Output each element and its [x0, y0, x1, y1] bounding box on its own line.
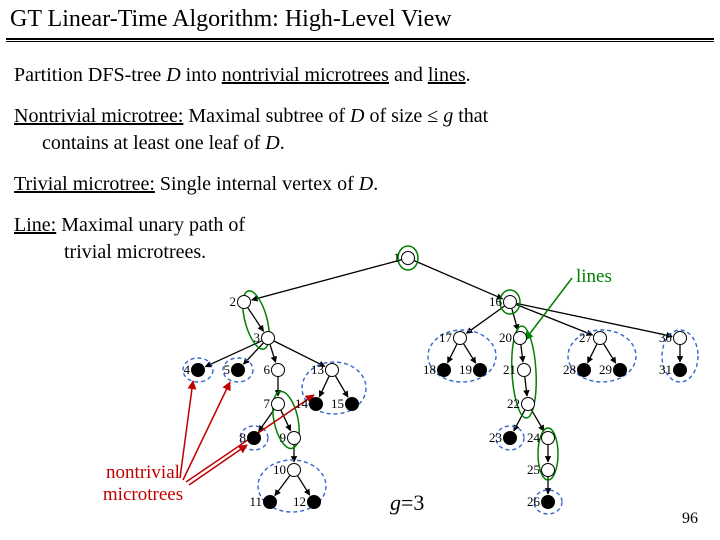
tree-node	[513, 331, 527, 345]
tree-node-label: 12	[293, 494, 306, 510]
tree-node	[263, 495, 277, 509]
tree-node-label: 7	[264, 396, 271, 412]
tree-node-label: 2	[230, 294, 237, 310]
tree-node	[517, 363, 531, 377]
lines-annotation: lines	[576, 266, 612, 288]
txt: microtrees	[103, 484, 183, 505]
tree-node	[541, 463, 555, 477]
tree-node	[503, 295, 517, 309]
tree-node-label: 8	[240, 430, 247, 446]
tree-node-label: 16	[489, 294, 502, 310]
tree-diagram: 1216345613714158910111217202730181921282…	[0, 0, 720, 540]
tree-node-label: 28	[563, 362, 576, 378]
nmt-annotation: nontrivial microtrees	[88, 462, 198, 506]
tree-node-label: 18	[423, 362, 436, 378]
g-annotation: g=3	[390, 490, 424, 516]
tree-node	[541, 431, 555, 445]
tree-node	[287, 431, 301, 445]
tree-node-label: 29	[599, 362, 612, 378]
tree-node	[473, 363, 487, 377]
tree-node	[345, 397, 359, 411]
tree-node-label: 1	[394, 250, 401, 266]
tree-node	[521, 397, 535, 411]
tree-node	[401, 251, 415, 265]
tree-node	[577, 363, 591, 377]
tree-node-label: 14	[295, 396, 308, 412]
var-g: g	[390, 490, 401, 515]
tree-node-label: 21	[503, 362, 516, 378]
tree-node-label: 13	[311, 362, 324, 378]
tree-node	[437, 363, 451, 377]
tree-node	[613, 363, 627, 377]
tree-node	[541, 495, 555, 509]
tree-node-label: 11	[249, 494, 262, 510]
tree-node	[271, 397, 285, 411]
tree-node	[231, 363, 245, 377]
tree-node-label: 30	[659, 330, 672, 346]
tree-node	[287, 463, 301, 477]
tree-node-label: 17	[439, 330, 452, 346]
tree-node	[593, 331, 607, 345]
tree-node-label: 22	[507, 396, 520, 412]
tree-node-label: 10	[273, 462, 286, 478]
tree-node-label: 4	[184, 362, 191, 378]
txt: nontrivial	[106, 462, 180, 483]
tree-node-label: 6	[264, 362, 271, 378]
tree-node-label: 3	[254, 330, 261, 346]
tree-node-label: 26	[527, 494, 540, 510]
tree-node	[673, 331, 687, 345]
tree-node-label: 31	[659, 362, 672, 378]
tree-node	[503, 431, 517, 445]
tree-node	[261, 331, 275, 345]
tree-node-label: 24	[527, 430, 540, 446]
page-number: 96	[682, 510, 698, 528]
tree-node-label: 25	[527, 462, 540, 478]
tree-node	[309, 397, 323, 411]
tree-node	[673, 363, 687, 377]
tree-node-label: 5	[224, 362, 231, 378]
tree-node	[247, 431, 261, 445]
tree-node	[325, 363, 339, 377]
tree-node-label: 9	[280, 430, 287, 446]
tree-node	[271, 363, 285, 377]
tree-node	[453, 331, 467, 345]
tree-node	[191, 363, 205, 377]
tree-node-label: 15	[331, 396, 344, 412]
tree-node-label: 27	[579, 330, 592, 346]
tree-node-label: 23	[489, 430, 502, 446]
tree-node-label: 20	[499, 330, 512, 346]
tree-node	[237, 295, 251, 309]
txt: =3	[401, 490, 424, 515]
tree-node-label: 19	[459, 362, 472, 378]
tree-node	[307, 495, 321, 509]
